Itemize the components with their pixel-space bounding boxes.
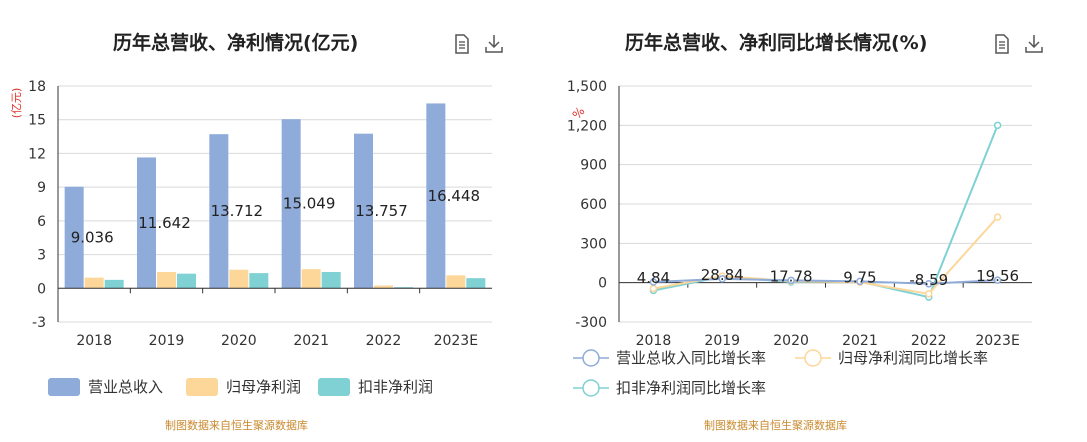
data-label: 15.049 [283, 195, 336, 213]
legend-swatch [318, 378, 350, 396]
data-point [925, 280, 933, 288]
legend-label: 扣非净利润同比增长率 [616, 379, 766, 397]
x-tick-label: 2022 [911, 333, 947, 349]
right-chart-title: 历年总营收、净利同比增长情况(%) [625, 32, 928, 54]
y-tick-label: 900 [580, 158, 607, 174]
bar [104, 279, 124, 289]
legend-marker [804, 349, 822, 367]
bar [177, 273, 196, 289]
legend-marker [582, 349, 600, 367]
growth-rate-chart-panel: 历年总营收、净利同比增长情况(%) -300 0 300 600 900 1,200 1,5… [543, 0, 1087, 442]
legend-swatch [186, 378, 218, 396]
y-tick-label: 0 [37, 281, 46, 297]
data-label: 19.56 [976, 267, 1019, 285]
y-tick-label: 300 [580, 236, 607, 252]
y-tick-label: 6 [37, 214, 46, 230]
data-point [925, 290, 933, 298]
y-tick-label: 1,500 [567, 79, 607, 95]
legend-swatch [48, 378, 80, 396]
data-point [649, 278, 658, 286]
bar [301, 269, 321, 289]
x-tick-label: 2020 [221, 333, 257, 349]
data-label: 17.78 [770, 267, 813, 285]
y-tick-label: 18 [28, 79, 46, 95]
x-tick-label: 2018 [636, 333, 672, 349]
data-label: -8.59 [909, 271, 948, 289]
legend-label: 营业总收入同比增长率 [616, 349, 766, 367]
y-tick-label: 15 [28, 113, 46, 129]
bar [446, 275, 466, 289]
bar [137, 157, 156, 289]
source-note: 制图数据来自恒生聚源数据库 [704, 419, 847, 432]
x-tick-label: 2019 [149, 333, 185, 349]
x-tick-label: 2020 [773, 333, 809, 349]
data-point [718, 275, 726, 283]
legend-label: 扣非净利润 [358, 378, 433, 396]
bar-chart: -3 0 3 6 9 12 15 18 (亿元) 2018 9.036 2019 11.642 2020 1… [10, 79, 492, 396]
x-tick-label: 2021 [842, 333, 878, 349]
bar [466, 278, 486, 289]
bar [321, 271, 341, 289]
legend-label: 归母净利润 [226, 378, 301, 396]
bar [229, 269, 249, 289]
data-point [993, 276, 1002, 284]
download-icon[interactable] [483, 33, 505, 55]
bar [354, 133, 373, 289]
data-label: 9.75 [843, 268, 876, 286]
legend-label: 营业总收入 [88, 378, 163, 396]
y-tick-label: 1,200 [567, 118, 607, 134]
x-tick-label: 2022 [366, 333, 402, 349]
bar [426, 103, 446, 289]
bar [84, 277, 104, 289]
y-tick-label: 3 [37, 248, 46, 264]
x-tick-label: 2018 [76, 333, 112, 349]
bar [209, 134, 229, 289]
revenue-profit-chart-panel: 历年总营收、净利情况(亿元) -3 0 3 6 9 12 15 18 (亿元) 2018 9.036… [0, 0, 543, 442]
bar [374, 285, 393, 289]
bar [281, 119, 301, 289]
legend-label: 归母净利润同比增长率 [838, 349, 988, 367]
source-note: 制图数据来自恒生聚源数据库 [165, 419, 308, 432]
legend-marker [582, 379, 600, 397]
series-line [653, 277, 998, 285]
bar [394, 287, 413, 289]
bar [64, 186, 84, 289]
x-tick-label: 2023E [975, 333, 1019, 349]
bar [157, 271, 176, 289]
data-label: 28.84 [701, 266, 744, 284]
y-tick-label: 600 [580, 197, 607, 213]
data-point [993, 121, 1002, 130]
download-icon[interactable] [1023, 33, 1045, 55]
y-tick-label: 0 [598, 276, 607, 292]
document-icon[interactable] [451, 33, 473, 55]
data-label: 9.036 [71, 229, 114, 247]
y-tick-label: 9 [37, 180, 46, 196]
bar [249, 273, 269, 289]
data-label: 13.757 [355, 202, 408, 220]
document-icon[interactable] [991, 33, 1013, 55]
x-tick-label: 2021 [293, 333, 329, 349]
data-point [856, 277, 864, 286]
x-tick-label: 2023E [434, 333, 478, 349]
data-label: 13.712 [211, 202, 264, 220]
y-tick-label: -3 [32, 315, 46, 331]
data-point [993, 213, 1002, 221]
y-tick-label: 12 [28, 146, 46, 162]
y-axis-label: (亿元) [10, 88, 23, 119]
data-label: 4.84 [637, 269, 670, 287]
x-tick-label: 2019 [704, 333, 740, 349]
data-label: 11.642 [138, 214, 191, 232]
data-label: 16.448 [428, 187, 481, 205]
left-chart-title: 历年总营收、净利情况(亿元) [113, 32, 359, 54]
y-tick-label: -300 [575, 315, 607, 331]
data-point [787, 276, 795, 285]
